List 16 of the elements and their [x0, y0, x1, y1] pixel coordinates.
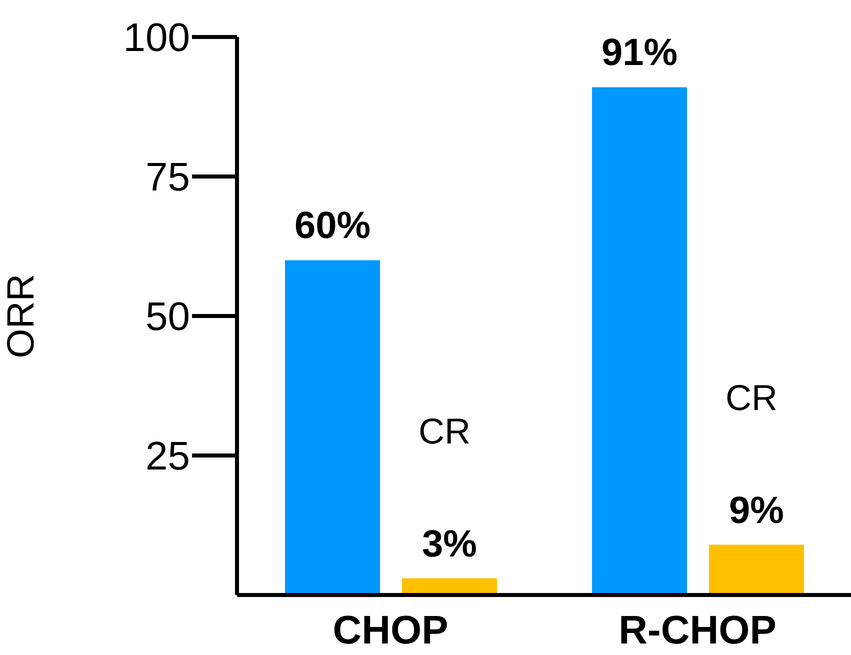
text: CR — [726, 376, 778, 418]
data-label: 91% — [601, 32, 678, 74]
x-tick-label: R-CHOP — [618, 608, 776, 652]
data-label: 9% — [729, 490, 784, 532]
y-tick-label: 50 — [146, 295, 190, 340]
bar — [592, 87, 687, 595]
y-axis-title: ORR — [0, 274, 42, 358]
bar — [285, 260, 380, 595]
data-label: 3% — [422, 523, 477, 566]
y-tick-label: 25 — [146, 434, 190, 479]
y-tick-label: 100 — [123, 16, 190, 60]
text: CR — [418, 410, 470, 452]
data-label: 60% — [294, 205, 371, 248]
y-tick-label: 75 — [146, 156, 190, 200]
bar — [709, 544, 804, 595]
x-tick-label: CHOP — [332, 608, 448, 652]
